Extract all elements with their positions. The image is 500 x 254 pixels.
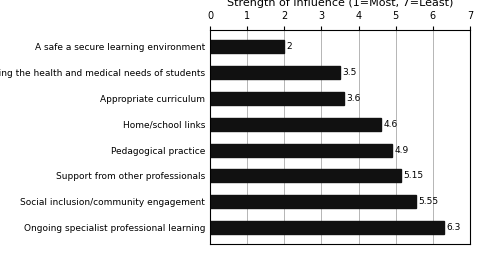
X-axis label: Strength of Influence (1=Most, 7=Least): Strength of Influence (1=Most, 7=Least): [227, 0, 453, 8]
Text: 6.3: 6.3: [446, 223, 460, 232]
Bar: [210, 195, 416, 208]
Bar: [210, 40, 284, 53]
Text: 3.5: 3.5: [342, 68, 356, 77]
Bar: [210, 118, 381, 131]
Bar: [210, 221, 444, 234]
Text: 4.6: 4.6: [383, 120, 398, 129]
Text: 3.6: 3.6: [346, 94, 360, 103]
Bar: [210, 144, 392, 156]
Text: 2: 2: [286, 42, 292, 51]
Text: 4.9: 4.9: [394, 146, 408, 155]
Bar: [210, 92, 344, 105]
Bar: [210, 66, 340, 79]
Text: 5.15: 5.15: [404, 171, 423, 180]
Text: 5.55: 5.55: [418, 197, 438, 206]
Bar: [210, 169, 402, 182]
